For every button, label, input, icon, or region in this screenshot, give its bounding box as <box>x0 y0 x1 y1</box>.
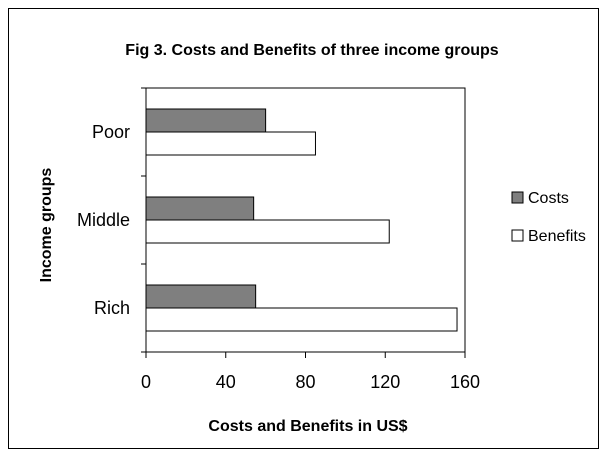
bars-group <box>145 108 458 332</box>
legend-swatch-costs <box>511 191 524 204</box>
legend-swatch-benefits <box>511 229 524 242</box>
bar-costs-middle <box>145 196 255 221</box>
x-tick-label: 80 <box>295 372 315 392</box>
axes-group: Poor Middle Rich 0 40 80 120 160 <box>77 87 480 392</box>
bar-benefits-rich <box>145 307 458 332</box>
x-axis-title: Costs and Benefits in US$ <box>208 418 407 435</box>
category-label-poor: Poor <box>92 122 130 142</box>
x-tick-label: 160 <box>450 372 480 392</box>
bar-costs-poor <box>145 108 267 133</box>
x-tick-label: 40 <box>216 372 236 392</box>
legend-label-benefits: Benefits <box>528 228 586 245</box>
legend-label-costs: Costs <box>528 190 569 207</box>
bar-benefits-poor <box>145 131 316 156</box>
category-label-rich: Rich <box>94 298 130 318</box>
bar-costs-rich <box>145 284 257 309</box>
bar-benefits-middle <box>145 219 390 244</box>
legend: Costs Benefits <box>511 190 586 245</box>
chart-title: Fig 3. Costs and Benefits of three incom… <box>125 42 498 59</box>
y-axis-title: Income groups <box>38 168 55 283</box>
x-tick-label: 120 <box>370 372 400 392</box>
category-label-middle: Middle <box>77 210 130 230</box>
x-tick-label: 0 <box>141 372 151 392</box>
